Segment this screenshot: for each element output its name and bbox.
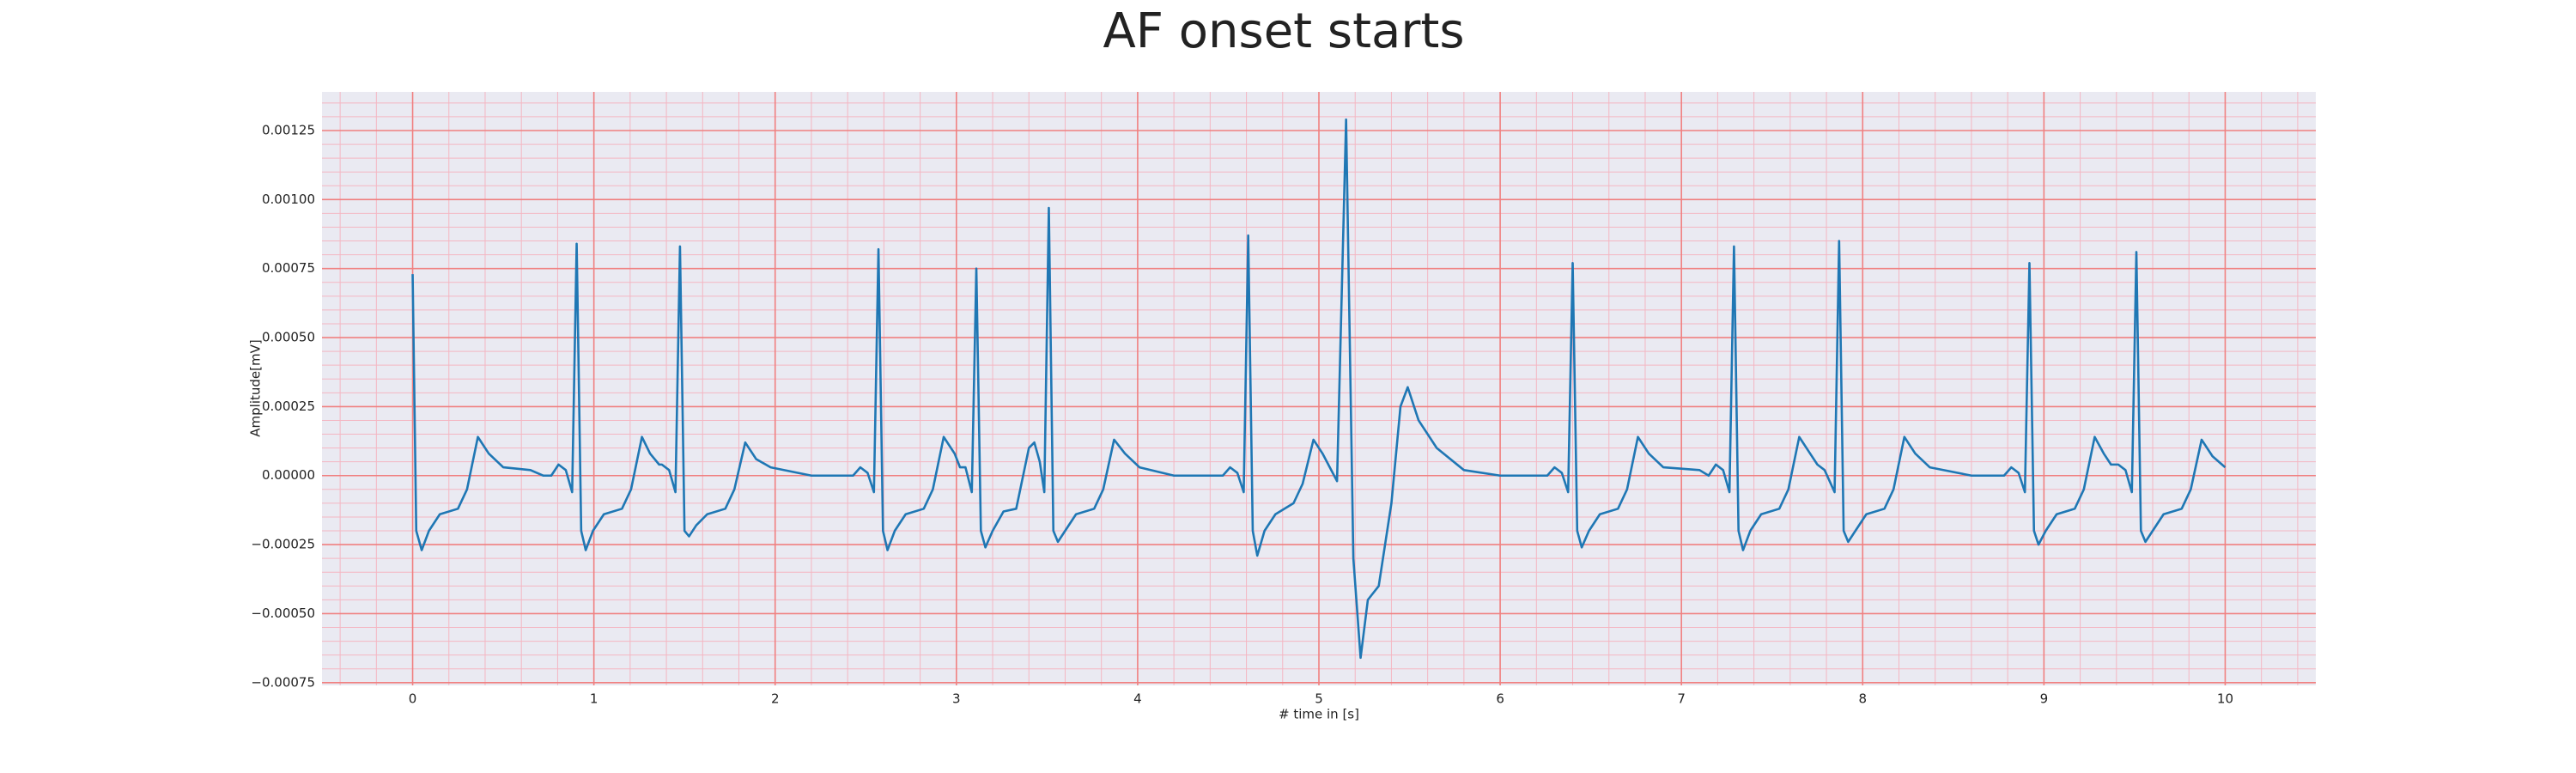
y-tick-label: −0.00075 — [251, 674, 315, 690]
x-tick-label: 7 — [1677, 691, 1686, 707]
x-tick-label: 5 — [1315, 691, 1323, 707]
x-tick-label: 0 — [409, 691, 417, 707]
y-tick-label: 0.00075 — [262, 260, 315, 276]
x-tick-label: 4 — [1133, 691, 1142, 707]
ecg-line — [411, 118, 2227, 660]
y-tick-label: −0.00025 — [251, 537, 315, 552]
y-tick-label: 0.00050 — [262, 330, 315, 345]
x-tick-label: 1 — [590, 691, 598, 707]
chart-title: AF onset starts — [1103, 3, 1464, 59]
x-tick-label: 3 — [952, 691, 961, 707]
y-tick-label: 0.00125 — [262, 122, 315, 137]
y-tick-label: −0.00050 — [251, 606, 315, 621]
x-tick-label: 8 — [1858, 691, 1867, 707]
x-tick-label: 2 — [771, 691, 780, 707]
x-axis-label: # time in [s] — [1279, 707, 1359, 722]
y-axis-label: Amplitude[mV] — [248, 339, 264, 436]
x-tick-label: 6 — [1496, 691, 1504, 707]
x-tick-label: 9 — [2040, 691, 2049, 707]
y-tick-label: 0.00100 — [262, 192, 315, 207]
y-tick-label: 0.00000 — [262, 467, 315, 483]
y-tick-label: 0.00025 — [262, 399, 315, 414]
x-tick-label: 10 — [2217, 691, 2233, 707]
